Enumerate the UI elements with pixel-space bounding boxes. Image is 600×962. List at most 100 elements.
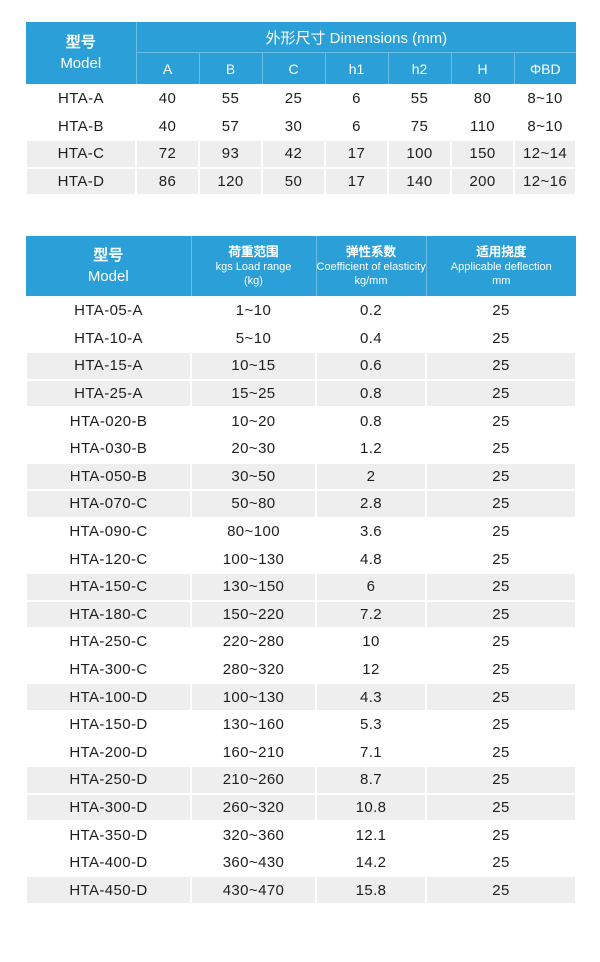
table-row: HTA-120-C 100~130 4.8 25	[25, 544, 577, 574]
cell-value: 150~220	[190, 599, 317, 630]
cell-value: 10	[315, 627, 427, 657]
cell-value: 25	[425, 820, 577, 850]
cell-value: 5~10	[190, 323, 317, 354]
cell-value: 130~150	[190, 571, 317, 602]
cell-value: 50~80	[190, 489, 317, 519]
coefficient-header-en: Coefficient of elasticity	[316, 260, 426, 273]
cell-model: HTA-15-A	[25, 351, 192, 381]
table-row: HTA-C 72 93 42 17 100 150 12~14	[25, 139, 578, 169]
table-row: HTA-25-A 15~25 0.8 25	[25, 378, 577, 409]
cell-model: HTA-300-C	[25, 654, 192, 685]
coefficient-column-header: 弹性系数 Coefficient of elasticity kg/mm	[315, 236, 426, 297]
cell-model: HTA-120-C	[25, 544, 192, 574]
column-header-c: C	[261, 52, 325, 85]
table-row: HTA-250-D 210~260 8.7 25	[25, 765, 577, 795]
deflection-header-en: Applicable deflection	[450, 260, 552, 273]
cell-value: 10~20	[190, 406, 317, 436]
cell-model: HTA-150-D	[25, 709, 192, 740]
cell-value: 72	[135, 139, 200, 169]
table-row: HTA-070-C 50~80 2.8 25	[25, 489, 577, 519]
cell-value: 80	[450, 84, 515, 114]
cell-model: HTA-B	[25, 111, 137, 141]
load-range-table-header: 型号 Model 荷重范围 kgs Load range (kg) 弹性系数 C…	[26, 236, 576, 297]
cell-value: 80~100	[190, 516, 317, 547]
model-header-zh: 型号	[65, 34, 96, 51]
cell-model: HTA-25-A	[25, 378, 192, 409]
cell-model: HTA-450-D	[25, 875, 192, 906]
cell-value: 0.8	[315, 406, 427, 436]
cell-model: HTA-C	[25, 139, 137, 169]
cell-value: 8.7	[315, 765, 427, 795]
table-row: HTA-300-D 260~320 10.8 25	[25, 792, 577, 823]
cell-model: HTA-250-C	[25, 627, 192, 657]
cell-value: 75	[387, 111, 452, 141]
cell-value: 260~320	[190, 792, 317, 823]
cell-model: HTA-D	[25, 166, 137, 196]
table-row: HTA-10-A 5~10 0.4 25	[25, 323, 577, 354]
cell-value: 17	[324, 139, 389, 169]
model-header-zh: 型号	[93, 247, 124, 264]
cell-value: 10.8	[315, 792, 427, 823]
cell-model: HTA-200-D	[25, 737, 192, 768]
cell-value: 25	[425, 792, 577, 823]
column-header-h: H	[450, 52, 514, 85]
cell-value: 280~320	[190, 654, 317, 685]
cell-value: 25	[425, 296, 577, 326]
cell-value: 6	[324, 111, 389, 141]
column-header-phibd: ΦBD	[513, 52, 577, 85]
model-header-en: Model	[60, 55, 102, 72]
cell-value: 25	[425, 323, 577, 354]
table-row: HTA-300-C 280~320 12 25	[25, 654, 577, 685]
table-row: HTA-150-D 130~160 5.3 25	[25, 709, 577, 740]
cell-model: HTA-070-C	[25, 489, 192, 519]
cell-value: 55	[198, 84, 263, 114]
cell-value: 130~160	[190, 709, 317, 740]
column-header-b: B	[198, 52, 262, 85]
cell-value: 100~130	[190, 682, 317, 712]
table-row: HTA-050-B 30~50 2 25	[25, 461, 577, 492]
cell-value: 25	[425, 599, 577, 630]
cell-value: 12~16	[512, 166, 578, 196]
cell-value: 25	[425, 709, 577, 740]
cell-value: 25	[425, 765, 577, 795]
table-row: HTA-030-B 20~30 1.2 25	[25, 433, 577, 464]
cell-value: 57	[198, 111, 263, 141]
table-row: HTA-100-D 100~130 4.3 25	[25, 682, 577, 712]
load-range-table: 型号 Model 荷重范围 kgs Load range (kg) 弹性系数 C…	[25, 236, 577, 906]
column-header-a: A	[136, 52, 199, 85]
cell-model: HTA-100-D	[25, 682, 192, 712]
cell-value: 20~30	[190, 433, 317, 464]
load-range-header-unit: (kg)	[244, 275, 263, 288]
cell-value: 2	[315, 461, 427, 492]
cell-value: 25	[425, 489, 577, 519]
table-row: HTA-15-A 10~15 0.6 25	[25, 351, 577, 381]
cell-value: 200	[450, 166, 515, 196]
table-row: HTA-350-D 320~360 12.1 25	[25, 820, 577, 850]
load-range-header-zh: 荷重范围	[228, 244, 279, 259]
cell-value: 210~260	[190, 765, 317, 795]
cell-value: 3.6	[315, 516, 427, 547]
dimensions-table: 型号 Model 外形尺寸 Dimensions (mm) A B C h1 h…	[25, 22, 578, 196]
cell-value: 25	[425, 433, 577, 464]
cell-value: 0.8	[315, 378, 427, 409]
cell-value: 25	[425, 351, 577, 381]
table-row: HTA-D 86 120 50 17 140 200 12~16	[25, 166, 578, 196]
cell-value: 25	[425, 406, 577, 436]
cell-value: 25	[425, 461, 577, 492]
dimensions-group-header: 外形尺寸 Dimensions (mm)	[135, 22, 577, 53]
cell-model: HTA-250-D	[25, 765, 192, 795]
cell-value: 1.2	[315, 433, 427, 464]
coefficient-header-unit: kg/mm	[354, 275, 388, 288]
cell-value: 15~25	[190, 378, 317, 409]
table-row: HTA-400-D 360~430 14.2 25	[25, 847, 577, 878]
cell-model: HTA-090-C	[25, 516, 192, 547]
table-row: HTA-150-C 130~150 6 25	[25, 571, 577, 602]
cell-model: HTA-300-D	[25, 792, 192, 823]
cell-value: 25	[425, 571, 577, 602]
cell-value: 4.8	[315, 544, 427, 574]
cell-value: 220~280	[190, 627, 317, 657]
cell-value: 4.3	[315, 682, 427, 712]
table-row: HTA-B 40 57 30 6 75 110 8~10	[25, 111, 578, 141]
dimensions-table-body: HTA-A 40 55 25 6 55 80 8~10 HTA-B 40 57 30 6 75 110 8~1…	[25, 84, 578, 196]
table-row: HTA-A 40 55 25 6 55 80 8~10	[25, 84, 578, 114]
